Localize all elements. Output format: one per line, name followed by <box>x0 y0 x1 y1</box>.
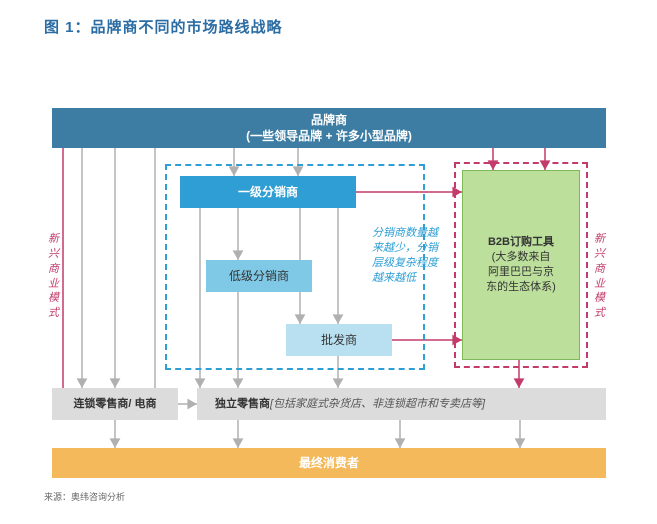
b2b-line3: 阿里巴巴与京 <box>486 265 556 280</box>
indie-italic: [包括家庭式杂货店、非连锁超市和专卖店等] <box>270 397 485 412</box>
node-tier1-distributor: 一级分销商 <box>180 176 356 208</box>
b2b-line1: B2B订购工具 <box>486 235 556 250</box>
annotation-right-new-model: 新兴商业模式 <box>594 232 608 321</box>
title-prefix: 图 1： <box>44 19 91 36</box>
annotation-left-new-model: 新兴商业模式 <box>48 232 62 321</box>
node-end-consumer: 最终消费者 <box>52 448 606 478</box>
node-chain-retailer: 连锁零售商/ 电商 <box>52 388 178 420</box>
indie-bold: 独立零售商 <box>215 397 270 412</box>
b2b-line4: 东的生态体系) <box>486 280 556 295</box>
node-brand-owner: 品牌商 (一些领导品牌 + 许多小型品牌) <box>52 108 606 148</box>
brand-line2: (一些领导品牌 + 许多小型品牌) <box>246 128 412 144</box>
figure-title: 图 1：品牌商不同的市场路线战略 <box>44 16 283 37</box>
annotation-distribution-trend: 分销商数量越 来越少，分销 层级复杂程度 越来越低 <box>372 226 438 285</box>
node-independent-retailer: 独立零售商 [包括家庭式杂货店、非连锁超市和专卖店等] <box>197 388 606 420</box>
brand-line1: 品牌商 <box>246 112 412 128</box>
title-text: 品牌商不同的市场路线战略 <box>91 19 283 36</box>
source-text: 来源：奥纬咨询分析 <box>44 490 125 503</box>
node-wholesaler: 批发商 <box>286 324 392 356</box>
node-b2b-tool: B2B订购工具 (大多数来自 阿里巴巴与京 东的生态体系) <box>462 170 580 360</box>
b2b-line2: (大多数来自 <box>486 250 556 265</box>
node-lower-distributor: 低级分销商 <box>206 260 312 292</box>
